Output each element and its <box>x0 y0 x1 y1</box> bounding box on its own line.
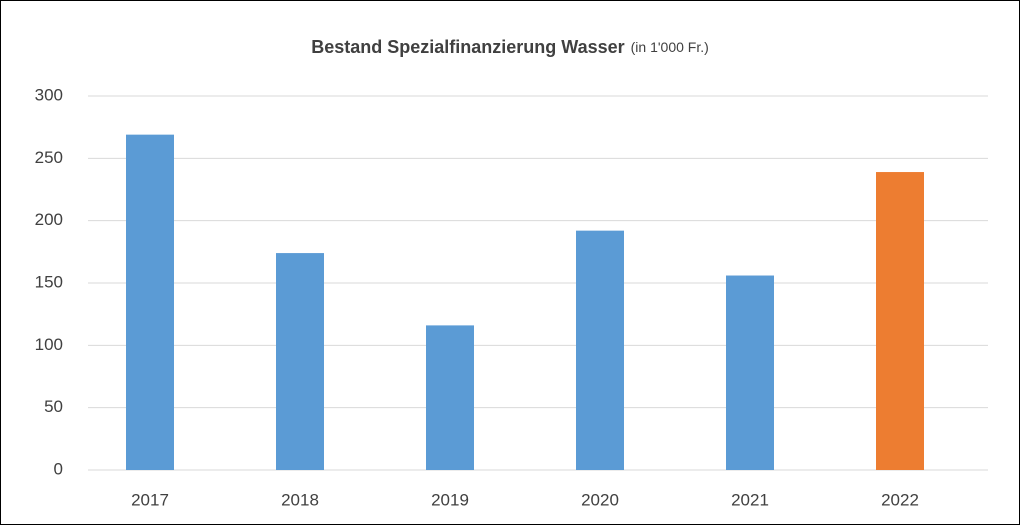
x-tick-label: 2020 <box>581 490 619 509</box>
bar <box>426 325 474 470</box>
y-tick-label: 50 <box>44 397 63 416</box>
y-tick-label: 250 <box>35 148 63 167</box>
y-tick-label: 0 <box>54 459 63 478</box>
x-tick-label: 2018 <box>281 490 319 509</box>
title-main: Bestand Spezialfinanzierung Wasser <box>311 37 624 57</box>
bar <box>726 275 774 470</box>
bar <box>276 253 324 470</box>
y-tick-label: 100 <box>35 335 63 354</box>
x-tick-label: 2017 <box>131 490 169 509</box>
y-tick-label: 150 <box>35 272 63 291</box>
bar <box>876 172 924 470</box>
x-tick-label: 2021 <box>731 490 769 509</box>
bar <box>576 230 624 470</box>
x-tick-label: 2022 <box>881 490 919 509</box>
title-note: (in 1'000 Fr.) <box>631 39 709 55</box>
y-tick-label: 200 <box>35 210 63 229</box>
chart-title: Bestand Spezialfinanzierung Wasser (in 1'… <box>311 37 709 57</box>
y-tick-label: 300 <box>35 85 63 104</box>
x-tick-label: 2019 <box>431 490 469 509</box>
bar <box>126 134 174 470</box>
